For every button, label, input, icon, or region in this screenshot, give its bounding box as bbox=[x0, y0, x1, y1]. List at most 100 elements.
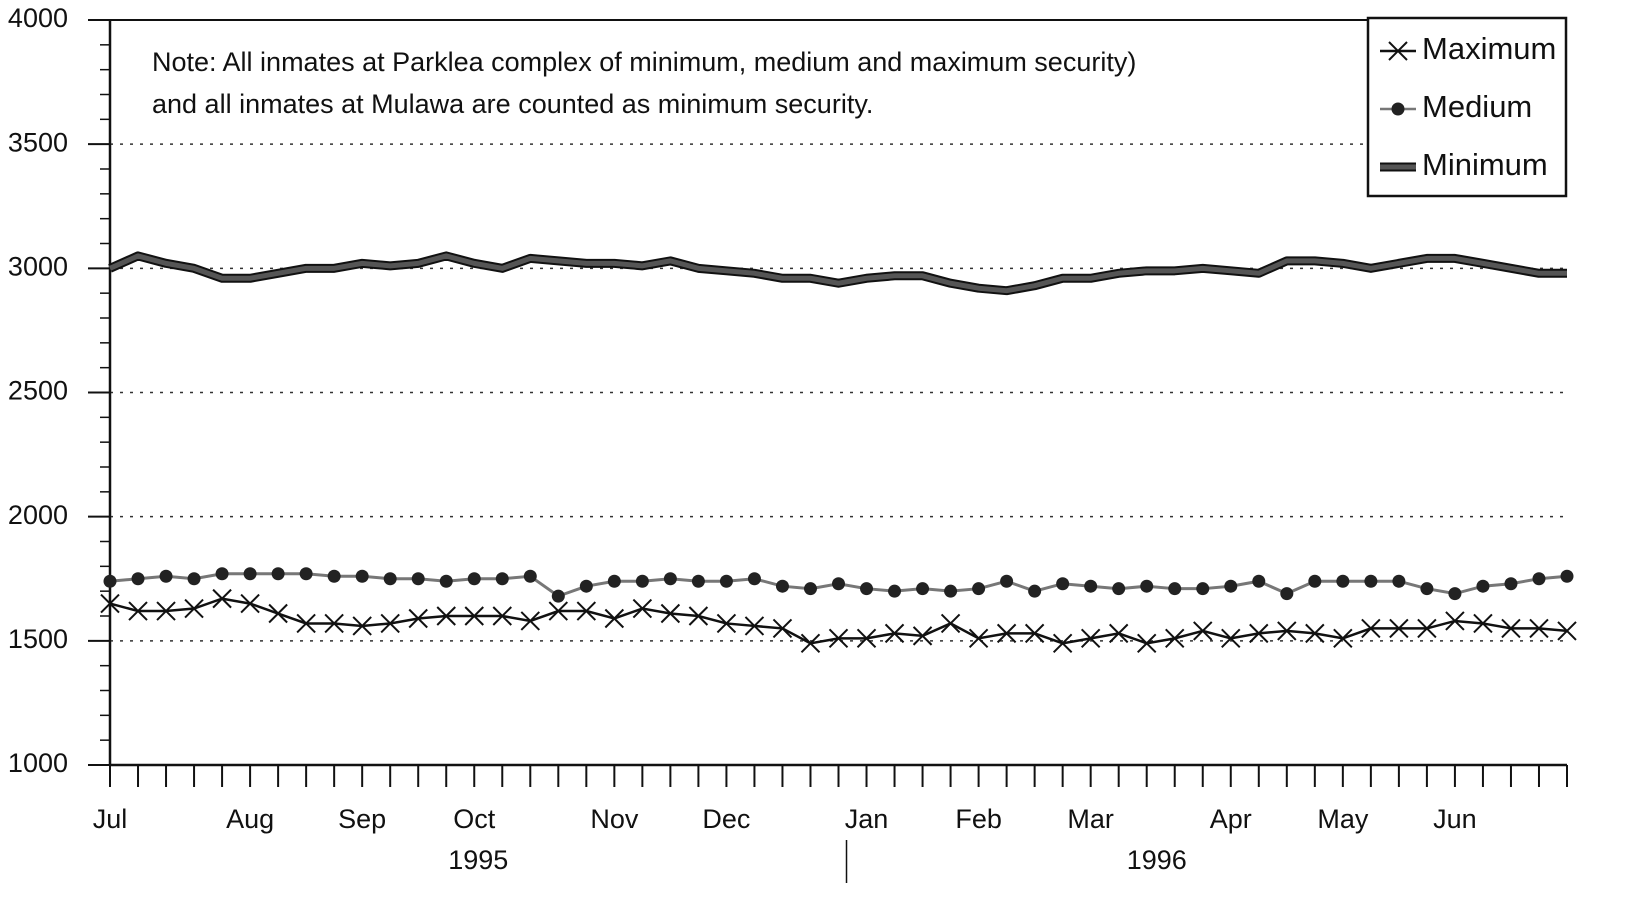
x-tick-label: Mar bbox=[1067, 804, 1114, 834]
x-tick-label: May bbox=[1317, 804, 1369, 834]
marker bbox=[324, 613, 344, 634]
marker bbox=[604, 608, 625, 629]
marker-x bbox=[856, 628, 877, 649]
marker bbox=[607, 574, 621, 588]
marker bbox=[1420, 582, 1434, 596]
marker bbox=[775, 579, 789, 593]
x-tick-label: Nov bbox=[590, 804, 639, 834]
marker bbox=[187, 572, 201, 586]
marker bbox=[467, 572, 481, 586]
marker bbox=[1364, 574, 1378, 588]
marker-x bbox=[1417, 618, 1437, 639]
legend-label: Maximum bbox=[1422, 31, 1556, 66]
marker bbox=[159, 569, 173, 583]
x-tick-label: Aug bbox=[226, 804, 274, 834]
marker-x bbox=[1024, 623, 1045, 644]
marker bbox=[327, 569, 341, 583]
marker-x bbox=[100, 593, 120, 614]
marker bbox=[1476, 579, 1490, 593]
marker-x bbox=[604, 608, 625, 629]
marker-x bbox=[632, 598, 653, 619]
marker-x bbox=[1080, 628, 1101, 649]
marker-x bbox=[688, 606, 709, 626]
marker bbox=[411, 572, 425, 586]
marker bbox=[1028, 584, 1042, 598]
marker bbox=[523, 569, 537, 583]
marker-x bbox=[268, 603, 288, 624]
marker bbox=[719, 574, 733, 588]
marker bbox=[803, 582, 817, 596]
marker-x bbox=[492, 606, 512, 626]
marker-x bbox=[548, 601, 569, 621]
marker-x bbox=[1501, 618, 1521, 639]
marker bbox=[884, 623, 905, 644]
marker bbox=[1445, 611, 1465, 631]
marker bbox=[1140, 579, 1154, 593]
marker bbox=[215, 567, 229, 581]
marker bbox=[1112, 582, 1126, 596]
marker-x bbox=[1445, 611, 1465, 631]
y-tick-label: 4000 bbox=[8, 3, 68, 33]
x-tick-label: Sep bbox=[338, 804, 386, 834]
marker bbox=[744, 616, 765, 636]
x-tick-label: Feb bbox=[955, 804, 1002, 834]
marker bbox=[635, 574, 649, 588]
year-label: 1996 bbox=[1127, 845, 1187, 875]
x-tick-label: Jan bbox=[845, 804, 889, 834]
marker-x bbox=[324, 613, 344, 634]
marker bbox=[972, 582, 986, 596]
marker-x bbox=[800, 633, 821, 654]
marker bbox=[1108, 623, 1129, 644]
marker bbox=[156, 601, 176, 621]
marker bbox=[1137, 633, 1157, 654]
marker-x bbox=[1052, 633, 1073, 654]
marker-x bbox=[772, 618, 793, 639]
marker-x bbox=[408, 608, 428, 629]
x-tick-label: Jul bbox=[93, 804, 128, 834]
legend-swatch bbox=[1391, 102, 1405, 116]
marker bbox=[1080, 628, 1101, 649]
marker-x bbox=[1108, 623, 1129, 644]
marker bbox=[660, 603, 681, 624]
marker bbox=[1305, 623, 1325, 644]
marker bbox=[716, 613, 737, 634]
marker-x bbox=[240, 593, 260, 614]
marker bbox=[184, 598, 204, 619]
marker bbox=[1361, 618, 1381, 639]
marker bbox=[632, 598, 653, 619]
marker bbox=[1501, 618, 1521, 639]
marker bbox=[551, 589, 565, 603]
marker bbox=[663, 572, 677, 586]
marker bbox=[1052, 633, 1073, 654]
marker bbox=[352, 616, 372, 636]
x-tick-label: Apr bbox=[1210, 804, 1252, 834]
marker bbox=[268, 603, 288, 624]
marker-x bbox=[660, 603, 681, 624]
marker-x bbox=[1193, 621, 1213, 641]
marker bbox=[520, 611, 540, 631]
marker bbox=[1392, 574, 1406, 588]
marker bbox=[271, 567, 285, 581]
marker-x bbox=[296, 613, 316, 634]
marker bbox=[380, 613, 400, 634]
marker bbox=[100, 593, 120, 614]
marker bbox=[888, 584, 902, 598]
marker bbox=[912, 626, 933, 646]
marker bbox=[747, 572, 761, 586]
marker bbox=[1308, 574, 1322, 588]
marker bbox=[1196, 582, 1210, 596]
marker bbox=[103, 574, 117, 588]
marker bbox=[1224, 579, 1238, 593]
marker-x bbox=[1388, 41, 1408, 61]
annotation: and all inmates at Mulawa are counted as… bbox=[152, 89, 873, 119]
marker bbox=[131, 572, 145, 586]
marker bbox=[1389, 618, 1409, 639]
marker-x bbox=[1277, 621, 1297, 641]
marker-x bbox=[520, 611, 540, 631]
marker bbox=[408, 608, 428, 629]
marker-x bbox=[184, 598, 204, 619]
marker bbox=[296, 613, 316, 634]
marker bbox=[383, 572, 397, 586]
marker bbox=[688, 606, 709, 626]
